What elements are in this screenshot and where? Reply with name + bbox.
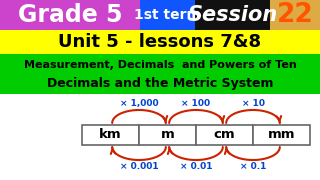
Bar — [0, 94, 320, 180]
Text: Decimals and the Metric System: Decimals and the Metric System — [47, 76, 273, 89]
Text: Session: Session — [188, 5, 278, 25]
Bar — [253, 125, 310, 145]
Bar — [0, 30, 320, 54]
Bar — [0, 0, 140, 30]
Text: Unit 5 - lessons 7&8: Unit 5 - lessons 7&8 — [59, 33, 261, 51]
Text: 1st term: 1st term — [134, 8, 201, 22]
Text: Grade 5: Grade 5 — [18, 3, 122, 27]
Bar — [82, 125, 139, 145]
Text: × 0.01: × 0.01 — [180, 162, 212, 171]
Text: × 1,000: × 1,000 — [120, 99, 158, 108]
Text: m: m — [161, 129, 174, 141]
Text: × 0.1: × 0.1 — [240, 162, 266, 171]
Bar — [139, 125, 196, 145]
Bar — [0, 54, 320, 94]
Bar — [270, 0, 320, 30]
Bar — [196, 125, 253, 145]
Text: × 10: × 10 — [242, 99, 265, 108]
Text: 22: 22 — [276, 2, 313, 28]
Text: km: km — [99, 129, 122, 141]
Text: Measurement, Decimals  and Powers of Ten: Measurement, Decimals and Powers of Ten — [24, 60, 296, 70]
Bar — [140, 0, 195, 30]
Text: mm: mm — [268, 129, 295, 141]
Text: × 0.001: × 0.001 — [120, 162, 158, 171]
Text: × 100: × 100 — [181, 99, 211, 108]
Text: cm: cm — [214, 129, 235, 141]
Bar — [195, 0, 270, 30]
